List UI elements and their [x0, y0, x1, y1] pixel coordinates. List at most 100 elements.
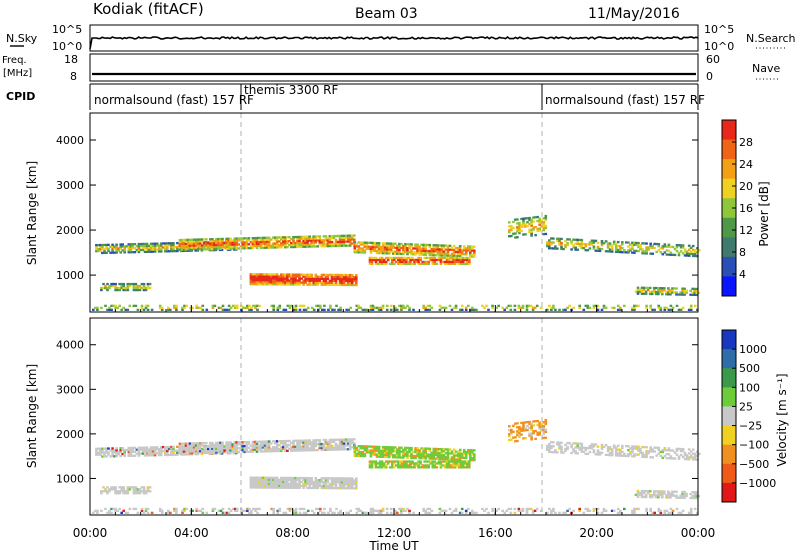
velocity-cell [420, 457, 423, 460]
velocity-cell [259, 478, 263, 481]
velocity-cell [308, 449, 311, 452]
power-cell [275, 283, 279, 286]
velocity-cell [540, 423, 543, 426]
power-cell [340, 281, 344, 285]
power-cell [403, 258, 406, 262]
velocity-cell [249, 480, 253, 483]
velocity-cell [412, 511, 415, 514]
velocity-cell [550, 441, 553, 444]
power-cell [107, 249, 110, 252]
velocity-cell [538, 433, 541, 436]
power-cell [141, 242, 145, 246]
velocity-cell [394, 509, 397, 512]
power-cell [308, 245, 311, 248]
power-cell [340, 279, 344, 283]
velocity-cell [614, 450, 618, 453]
power-cell [340, 277, 344, 281]
velocity-cell [633, 455, 636, 458]
velocity-cell [675, 507, 679, 511]
velocity-cell [395, 460, 398, 463]
velocity-cell [141, 452, 145, 455]
power-cell [394, 250, 397, 253]
velocity-cell [663, 447, 667, 450]
power-cell [344, 279, 348, 283]
power-cell [294, 281, 297, 284]
velocity-cell [535, 507, 539, 511]
power-cell [121, 245, 124, 248]
velocity-cell [576, 442, 579, 445]
velocity-cell [400, 511, 403, 514]
velocity-cell [229, 451, 232, 454]
power-cell [675, 304, 679, 307]
velocity-cell [318, 439, 322, 442]
power-cell [296, 245, 299, 249]
velocity-cell [221, 445, 224, 448]
power-cell [316, 279, 320, 282]
power-cell [249, 281, 253, 284]
power-cell [290, 304, 294, 307]
velocity-cell [382, 462, 386, 465]
power-cell [180, 248, 184, 251]
power-cell [255, 244, 259, 248]
velocity-cell [410, 456, 413, 459]
power-cell [404, 243, 407, 246]
velocity-cell [353, 481, 356, 484]
power-cell [405, 256, 408, 260]
power-cell [399, 262, 402, 265]
power-cell [665, 291, 668, 294]
velocity-cell [290, 441, 293, 444]
power-cell [146, 284, 150, 288]
power-cell [314, 277, 318, 280]
power-cell [138, 286, 142, 290]
velocity-cell [445, 466, 449, 469]
power-cell [377, 248, 381, 251]
velocity-cell [151, 454, 155, 457]
power-cell [123, 245, 126, 248]
velocity-cell [322, 444, 326, 448]
power-cell [255, 246, 259, 250]
power-cell [294, 273, 297, 276]
velocity-cell [570, 444, 573, 447]
power-cell [99, 247, 102, 251]
power-cell [414, 251, 417, 254]
velocity-cell [312, 511, 316, 514]
power-cell [296, 237, 299, 241]
velocity-cell [99, 447, 102, 450]
power-cell [280, 238, 283, 241]
power-cell [412, 247, 415, 250]
velocity-cell [288, 439, 291, 443]
power-cell [510, 225, 513, 228]
velocity-cell [231, 507, 235, 511]
power-cell [399, 258, 402, 262]
velocity-cell [185, 507, 188, 511]
velocity-cell [336, 438, 340, 441]
velocity-cell [359, 445, 363, 448]
power-cell [520, 229, 523, 232]
power-cell [263, 236, 267, 239]
velocity-cell [436, 455, 440, 458]
power-cell [398, 246, 401, 249]
velocity-cell [138, 490, 142, 493]
power-cell [143, 244, 147, 248]
power-cell [413, 262, 416, 265]
power-cell [517, 306, 521, 309]
velocity-cell [572, 450, 575, 453]
velocity-cell [639, 449, 642, 452]
power-cell [302, 281, 305, 284]
velocity-cell [123, 448, 126, 452]
power-cell [306, 243, 309, 246]
power-cell [637, 304, 640, 307]
power-cell [300, 277, 303, 280]
power-cell [677, 244, 681, 247]
power-cell [368, 256, 372, 260]
power-cell [592, 239, 596, 242]
velocity-cell [372, 460, 376, 463]
velocity-cell [483, 509, 486, 512]
power-cell [259, 275, 263, 278]
power-cell [432, 250, 436, 253]
power-cell [447, 256, 451, 260]
velocity-cell [128, 486, 132, 489]
power-cell [122, 286, 125, 290]
velocity-cell [397, 460, 400, 463]
